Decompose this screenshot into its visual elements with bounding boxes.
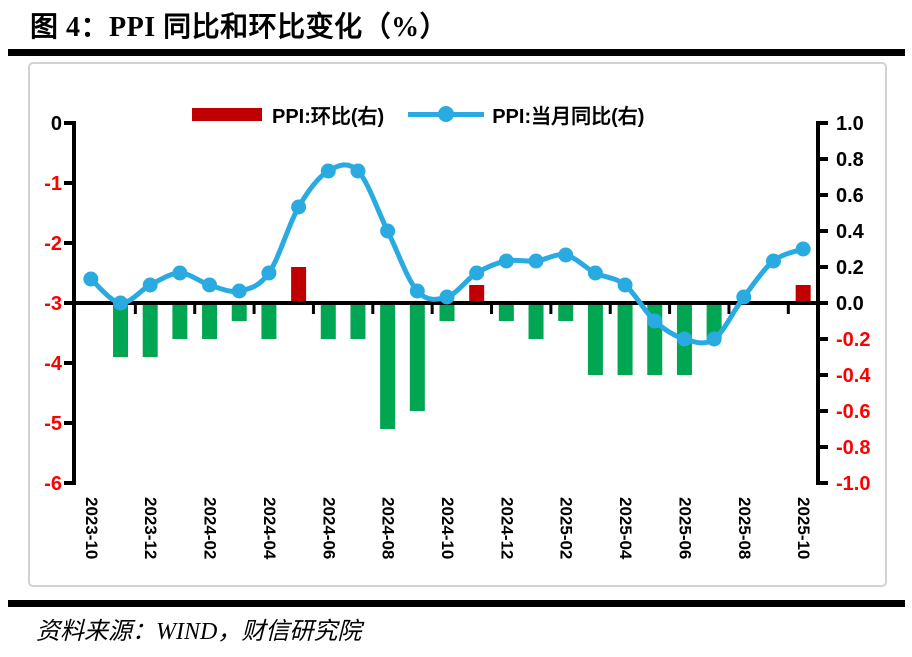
x-axis-label: 2025-04 xyxy=(616,497,635,560)
footer-rule xyxy=(8,600,905,607)
figure-title: 图 4：PPI 同比和环比变化（%） xyxy=(30,12,449,43)
right-axis-label: 0.0 xyxy=(836,293,864,315)
right-axis-label: 0.6 xyxy=(836,185,864,207)
right-axis-label: 0.8 xyxy=(836,149,864,171)
x-axis-label: 2025-06 xyxy=(675,497,694,559)
right-axis-label: 0.2 xyxy=(836,257,864,279)
mom-bar xyxy=(142,303,158,357)
chart-legend: PPI:环比(右) PPI:当月同比(右) xyxy=(192,100,644,128)
left-axis-label: 0 xyxy=(51,113,62,135)
mom-bar xyxy=(498,303,514,321)
right-axis-label: -0.4 xyxy=(836,365,871,387)
yoy-marker xyxy=(291,199,307,215)
line-sample-marker-icon xyxy=(438,106,455,122)
right-axis-label: -0.6 xyxy=(836,401,870,423)
mom-bar xyxy=(587,303,603,375)
yoy-marker xyxy=(676,331,692,347)
left-axis-label: -3 xyxy=(44,293,62,315)
mom-bar xyxy=(439,303,455,321)
yoy-marker xyxy=(320,163,336,179)
mom-bar xyxy=(231,303,247,321)
yoy-marker xyxy=(795,241,811,257)
yoy-marker xyxy=(83,271,99,287)
mom-bar xyxy=(172,303,188,339)
x-axis-label: 2024-04 xyxy=(260,497,279,560)
left-axis-label: -5 xyxy=(44,413,62,435)
yoy-marker xyxy=(261,265,277,281)
mom-bar xyxy=(350,303,366,339)
yoy-marker xyxy=(172,265,188,281)
mom-bar xyxy=(261,303,277,339)
yoy-marker xyxy=(736,289,752,305)
x-axis-label: 2025-02 xyxy=(557,497,576,559)
yoy-marker xyxy=(439,289,455,305)
yoy-marker xyxy=(765,253,781,269)
bar-series-label: PPI:环比(右) xyxy=(272,105,385,128)
x-axis-label: 2024-10 xyxy=(438,497,457,559)
right-axis-label: -1.0 xyxy=(836,473,870,495)
yoy-marker xyxy=(528,253,544,269)
yoy-marker xyxy=(202,277,218,293)
mom-bar xyxy=(558,303,574,321)
mom-bar xyxy=(113,303,129,357)
right-axis-label: 0.4 xyxy=(836,221,865,243)
line-series-sample xyxy=(408,106,485,122)
bar-series-swatch xyxy=(192,107,262,121)
x-axis-label: 2024-02 xyxy=(201,497,220,559)
right-axis-label: -0.8 xyxy=(836,437,870,459)
chart-frame xyxy=(28,62,887,587)
mom-bar xyxy=(202,303,218,339)
yoy-marker xyxy=(350,163,366,179)
yoy-marker xyxy=(558,247,574,263)
x-axis-label: 2025-08 xyxy=(735,497,754,559)
x-axis-label: 2024-12 xyxy=(497,497,516,559)
left-axis-label: -6 xyxy=(44,473,62,495)
mom-bar xyxy=(528,303,544,339)
x-axis-label: 2023-10 xyxy=(82,497,101,559)
mom-bar xyxy=(291,267,307,303)
yoy-marker xyxy=(231,283,247,299)
source-note: 资料来源：WIND，财信研究院 xyxy=(36,619,362,645)
x-axis-label: 2024-08 xyxy=(379,497,398,559)
mom-bar xyxy=(617,303,633,375)
left-axis-label: -2 xyxy=(44,233,62,255)
yoy-marker xyxy=(380,223,396,239)
x-axis-label: 2023-12 xyxy=(141,497,160,559)
yoy-marker xyxy=(142,277,158,293)
mom-bar xyxy=(380,303,396,429)
mom-bar xyxy=(320,303,336,339)
yoy-marker xyxy=(706,331,722,347)
yoy-marker xyxy=(617,277,633,293)
mom-bar xyxy=(706,303,722,339)
yoy-marker xyxy=(498,253,514,269)
right-axis-label: 1.0 xyxy=(836,113,864,135)
line-series-label: PPI:当月同比(右) xyxy=(492,105,645,128)
x-axis-label: 2024-06 xyxy=(319,497,338,559)
x-axis-label: 2025-10 xyxy=(794,497,813,559)
mom-bar xyxy=(409,303,425,411)
yoy-marker xyxy=(409,283,425,299)
title-rule xyxy=(8,49,905,56)
yoy-marker xyxy=(647,313,663,329)
right-axis-label: -0.2 xyxy=(836,329,870,351)
mom-bar xyxy=(469,285,485,303)
mom-bar xyxy=(795,285,811,303)
left-axis-label: -1 xyxy=(44,173,62,195)
yoy-marker xyxy=(469,265,485,281)
left-axis-label: -4 xyxy=(44,353,63,375)
yoy-marker xyxy=(587,265,603,281)
yoy-marker xyxy=(113,295,129,311)
